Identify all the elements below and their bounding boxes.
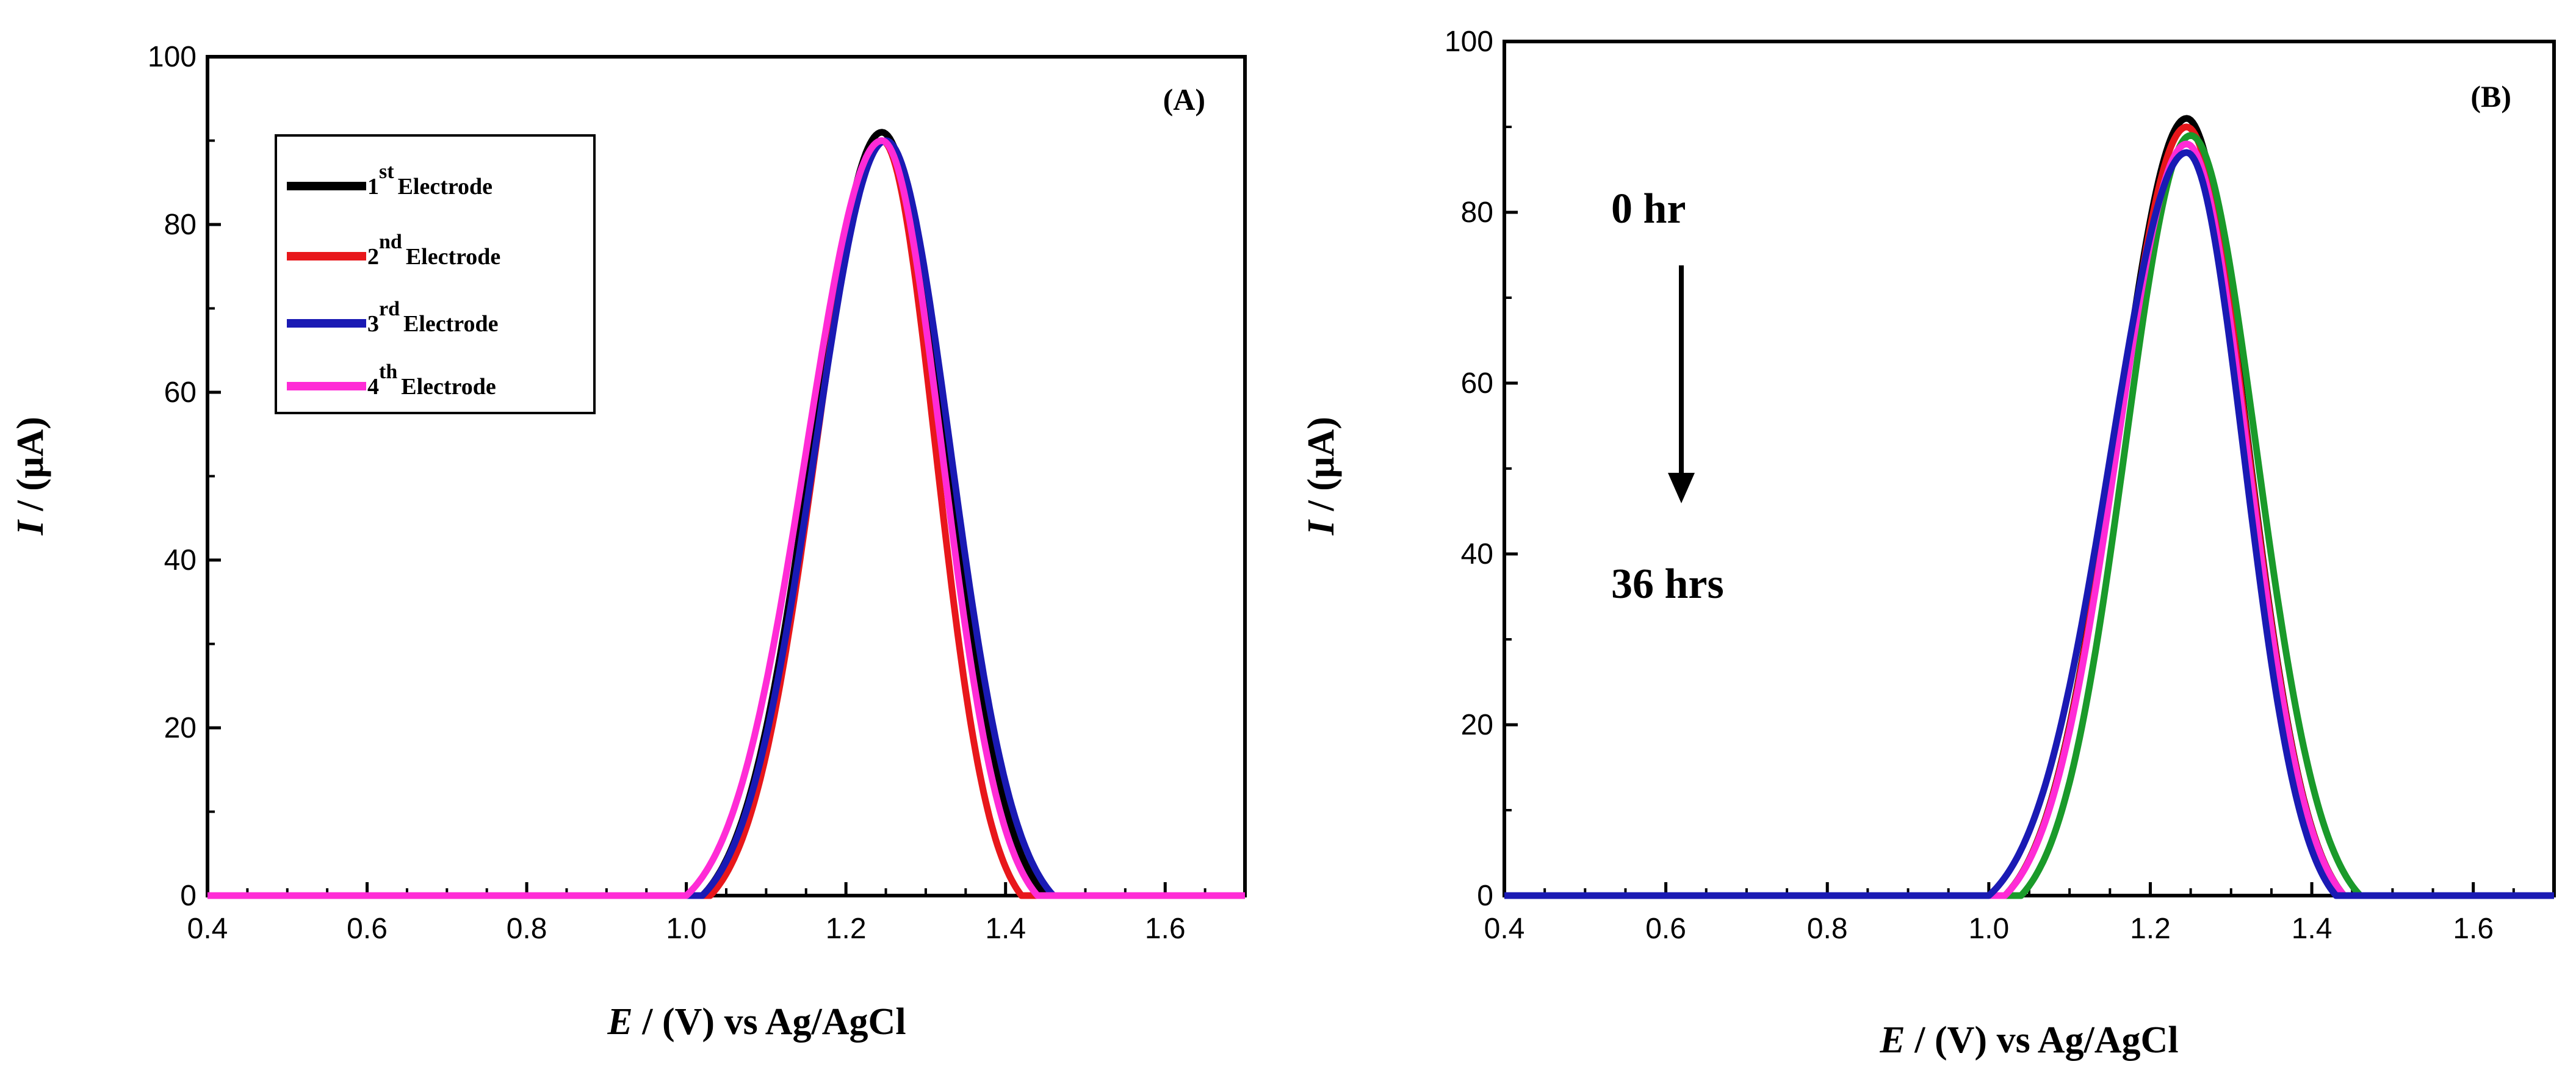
y-axis-title-a: I / (µA): [10, 417, 51, 536]
x-axis-title-a: E / (V) vs Ag/AgCl: [607, 1001, 906, 1043]
series-line-b-5: [1503, 149, 2556, 899]
panel-label-a: (A): [1163, 82, 1205, 117]
x-tick-label-a: 0.8: [507, 913, 547, 945]
x-tick-label-b: 1.4: [2292, 913, 2332, 945]
curves-a: [206, 129, 1247, 899]
plot-frame-b: [1503, 40, 2556, 897]
y-tick-label-a: 60: [164, 376, 197, 409]
x-tick-label-b: 1.6: [2453, 913, 2494, 945]
legend-entry-1: 1stElectrode: [367, 160, 492, 199]
x-tick-label-b: 1.0: [1968, 913, 2009, 945]
panel-a: 0 20 40 60 80 100 0.4 0.6 0.8 1.0 1.2 1.4 1.6 (A) 1…: [10, 41, 1247, 1043]
legend-box-a: [275, 134, 596, 414]
x-tick-label-b: 0.4: [1484, 913, 1525, 945]
legend-entry-4: 4thElectrode: [367, 361, 496, 400]
x-tick-label-b: 0.8: [1807, 913, 1848, 945]
y-axis-title-b: I / (µA): [1301, 417, 1342, 536]
trend-arrow-head: [1668, 473, 1695, 503]
x-tick-label-a: 1.4: [985, 913, 1026, 945]
series-line-b-1: [1503, 115, 2556, 899]
x-tick-label-a: 0.6: [347, 913, 388, 945]
annotation-start: 0 hr: [1611, 185, 1686, 232]
x-axis-title-b: E / (V) vs Ag/AgCl: [1879, 1019, 2178, 1061]
y-tick-label-a: 0: [180, 880, 197, 912]
x-tick-label-b: 1.2: [2130, 913, 2171, 945]
x-tick-label-a: 0.4: [187, 913, 228, 945]
y-tick-label-b: 100: [1445, 26, 1493, 58]
panel-label-b: (B): [2470, 79, 2511, 113]
series-line-b-3: [1503, 132, 2556, 899]
y-ticks-a: 0 20 40 60 80 100: [148, 41, 221, 912]
legend-entry-3: 3rdElectrode: [367, 298, 498, 337]
annotation-end: 36 hrs: [1611, 561, 1724, 608]
y-tick-label-b: 60: [1461, 367, 1493, 400]
series-line-b-4: [1503, 140, 2556, 899]
x-tick-label-a: 1.2: [826, 913, 867, 945]
y-tick-label-a: 20: [164, 712, 197, 744]
y-tick-label-b: 20: [1461, 709, 1493, 741]
y-tick-label-b: 0: [1477, 880, 1493, 912]
curves-b: [1503, 115, 2556, 899]
y-ticks-b: 0 20 40 60 80 100: [1445, 26, 1518, 912]
x-tick-label-a: 1.6: [1145, 913, 1186, 945]
series-line-a-4: [206, 137, 1247, 899]
series-line-b-2: [1503, 123, 2556, 899]
panel-b: 0 20 40 60 80 100 0.4 0.6 0.8 1.0 1.2 1.4 1.6 (B) 0…: [1301, 26, 2556, 1061]
legend-entry-2: 2ndElectrode: [367, 231, 500, 270]
x-ticks-b: 0.4 0.6 0.8 1.0 1.2 1.4 1.6: [1484, 882, 2555, 945]
legend-a: 1stElectrode 2ndElectrode 3rdElectrode 4…: [275, 134, 596, 414]
y-tick-label-a: 100: [148, 41, 197, 73]
y-tick-label-a: 80: [164, 209, 197, 241]
y-tick-label-b: 40: [1461, 538, 1493, 570]
y-tick-label-b: 80: [1461, 196, 1493, 229]
y-tick-label-a: 40: [164, 544, 197, 577]
x-tick-label-b: 0.6: [1645, 913, 1686, 945]
x-tick-label-a: 1.0: [666, 913, 707, 945]
